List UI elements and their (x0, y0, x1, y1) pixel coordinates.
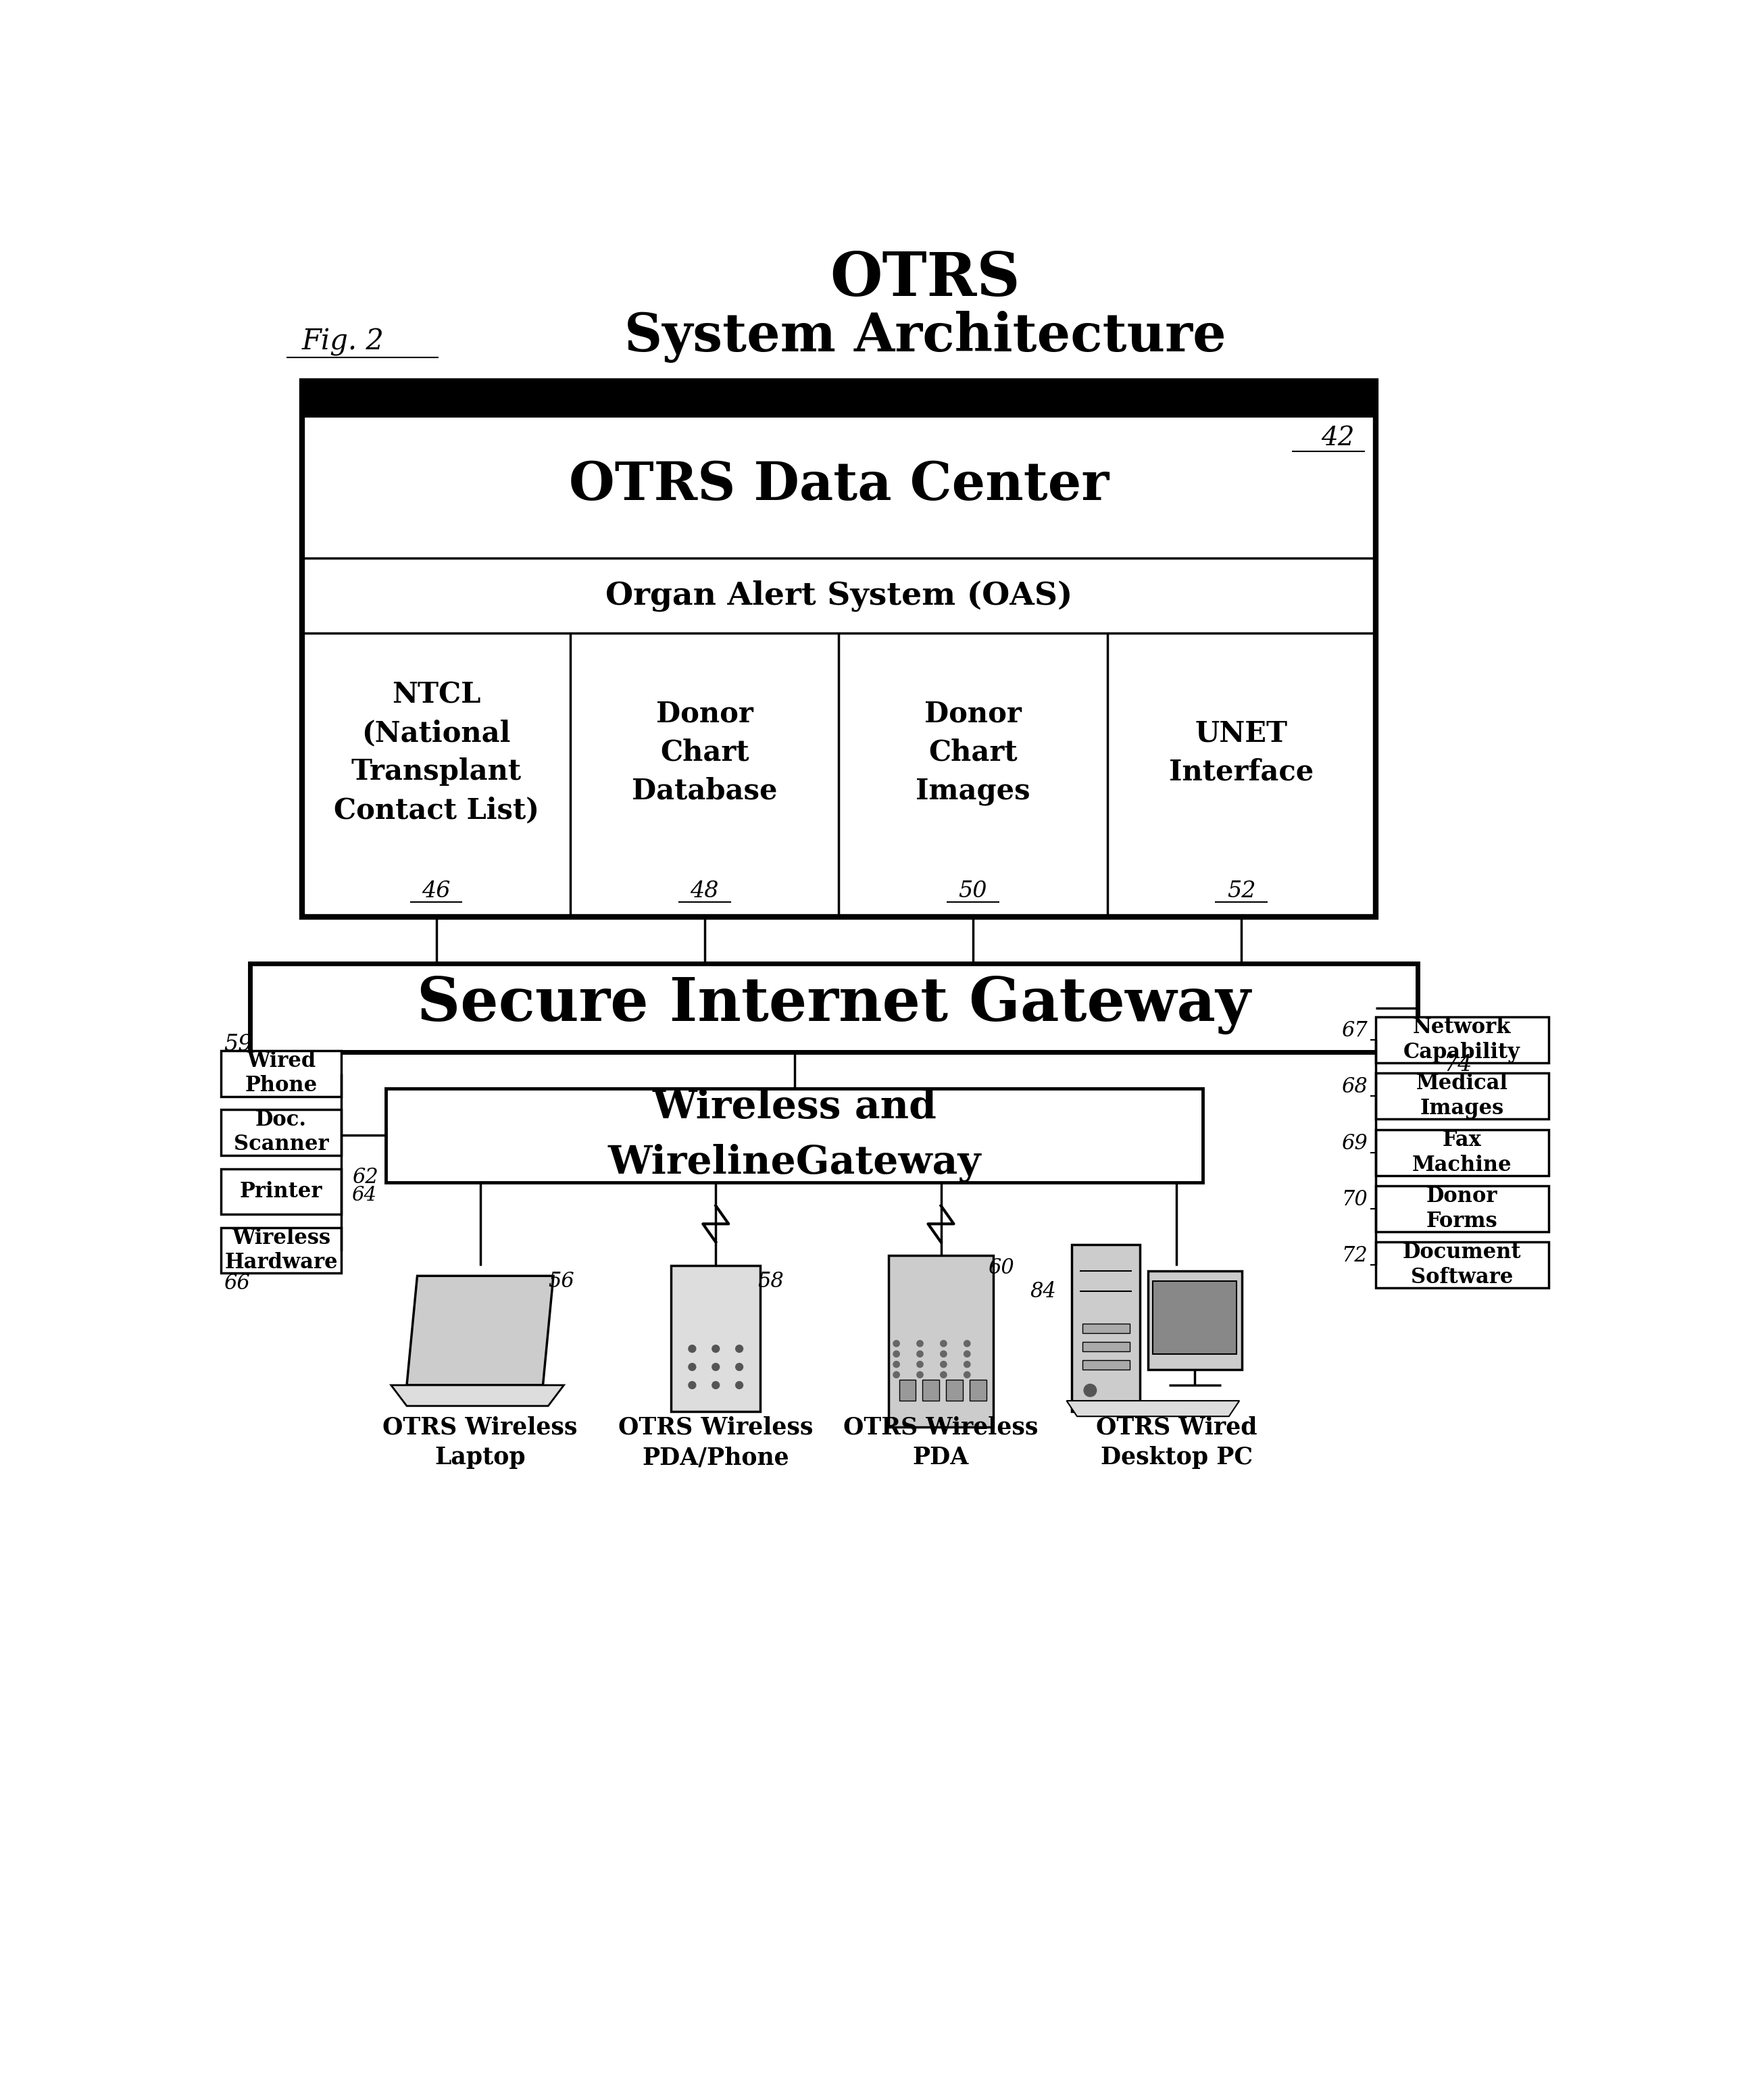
Circle shape (964, 1340, 971, 1346)
Text: 69: 69 (1341, 1134, 1367, 1153)
Text: OTRS: OTRS (829, 250, 1020, 309)
Text: Printer: Printer (239, 1180, 323, 1201)
Circle shape (712, 1363, 719, 1371)
Text: UNET
Interface: UNET Interface (1170, 718, 1313, 785)
Circle shape (688, 1346, 697, 1352)
Circle shape (917, 1371, 924, 1378)
Circle shape (1084, 1384, 1096, 1396)
Circle shape (941, 1350, 946, 1357)
Text: 62: 62 (351, 1168, 377, 1186)
Circle shape (894, 1371, 899, 1378)
Circle shape (941, 1361, 946, 1367)
Circle shape (894, 1361, 899, 1367)
Bar (1083, 1361, 1130, 1369)
Text: Organ Alert System (OAS): Organ Alert System (OAS) (606, 580, 1072, 611)
Text: 42: 42 (1322, 426, 1355, 452)
Bar (1147, 1270, 1241, 1369)
Bar (969, 1380, 986, 1401)
Circle shape (688, 1382, 697, 1388)
Text: Wired
Phone: Wired Phone (244, 1050, 318, 1096)
Circle shape (917, 1350, 924, 1357)
Text: OTRS Wired
Desktop PC: OTRS Wired Desktop PC (1096, 1415, 1257, 1470)
Bar (1072, 1245, 1140, 1411)
Text: 72: 72 (1341, 1245, 1367, 1266)
Text: Fax
Machine: Fax Machine (1413, 1130, 1512, 1176)
Circle shape (941, 1371, 946, 1378)
Bar (681, 1277, 749, 1334)
Circle shape (894, 1340, 899, 1346)
Bar (220, 1050, 340, 1096)
Text: 52: 52 (1227, 880, 1255, 901)
Circle shape (735, 1363, 744, 1371)
Bar (899, 1266, 983, 1334)
Text: 60: 60 (988, 1258, 1014, 1279)
Circle shape (688, 1363, 697, 1371)
Bar (1083, 1323, 1130, 1334)
Bar (250, 964, 1418, 1052)
Polygon shape (407, 1277, 553, 1386)
Polygon shape (391, 1386, 564, 1407)
Bar (220, 1109, 340, 1155)
Circle shape (894, 1350, 899, 1357)
Text: 70: 70 (1341, 1189, 1367, 1210)
Text: Medical
Images: Medical Images (1416, 1073, 1509, 1119)
Bar (386, 1088, 1203, 1182)
Bar (1376, 1016, 1549, 1063)
Text: 67: 67 (1341, 1021, 1367, 1042)
Text: 68: 68 (1341, 1075, 1367, 1096)
Bar (946, 1380, 962, 1401)
Text: 46: 46 (423, 880, 450, 901)
Polygon shape (1067, 1401, 1240, 1415)
Bar (1376, 1130, 1549, 1176)
Text: 84: 84 (1030, 1281, 1056, 1302)
Text: 50: 50 (959, 880, 986, 901)
Bar (899, 1380, 915, 1401)
Circle shape (964, 1350, 971, 1357)
Text: 59: 59 (223, 1033, 251, 1054)
Text: 74: 74 (1444, 1054, 1472, 1075)
Bar (302, 380, 1376, 418)
Circle shape (941, 1340, 946, 1346)
Text: NTCL
(National
Transplant
Contact List): NTCL (National Transplant Contact List) (333, 680, 540, 825)
Text: OTRS Wireless
Laptop: OTRS Wireless Laptop (382, 1415, 578, 1470)
Bar (1376, 1186, 1549, 1233)
Bar (1083, 1342, 1130, 1350)
Bar (302, 380, 1376, 918)
Bar (1152, 1281, 1236, 1354)
Text: Donor
Forms: Donor Forms (1426, 1186, 1498, 1233)
Circle shape (917, 1340, 924, 1346)
Circle shape (712, 1382, 719, 1388)
Circle shape (917, 1361, 924, 1367)
Text: Donor
Chart
Database: Donor Chart Database (632, 699, 777, 804)
Circle shape (712, 1346, 719, 1352)
Bar (1376, 1073, 1549, 1119)
Text: Network
Capability: Network Capability (1404, 1016, 1521, 1063)
Text: 56: 56 (548, 1270, 574, 1291)
Circle shape (735, 1346, 744, 1352)
Circle shape (964, 1371, 971, 1378)
Text: Wireless
Hardware: Wireless Hardware (225, 1228, 337, 1273)
Text: Doc.
Scanner: Doc. Scanner (234, 1109, 328, 1155)
Text: Wireless and
WirelineGateway: Wireless and WirelineGateway (608, 1088, 981, 1182)
Bar (220, 1170, 340, 1214)
Text: OTRS Data Center: OTRS Data Center (569, 460, 1109, 510)
Text: 66: 66 (223, 1273, 250, 1294)
Text: OTRS Wireless
PDA: OTRS Wireless PDA (843, 1415, 1039, 1470)
Text: Donor
Chart
Images: Donor Chart Images (915, 699, 1030, 804)
Bar (889, 1256, 993, 1426)
Circle shape (964, 1361, 971, 1367)
Text: System Architecture: System Architecture (625, 311, 1226, 363)
Bar (220, 1228, 340, 1273)
Circle shape (735, 1382, 744, 1388)
Text: Secure Internet Gateway: Secure Internet Gateway (417, 976, 1250, 1035)
Bar (922, 1380, 939, 1401)
Bar (1376, 1241, 1549, 1287)
Text: OTRS Wireless
PDA/Phone: OTRS Wireless PDA/Phone (618, 1415, 814, 1470)
Text: Document
Software: Document Software (1402, 1241, 1521, 1287)
Bar (670, 1266, 760, 1411)
Text: 48: 48 (690, 880, 719, 901)
Text: Fig. 2: Fig. 2 (302, 328, 384, 357)
Text: 58: 58 (758, 1270, 784, 1291)
Text: 64: 64 (351, 1186, 377, 1205)
